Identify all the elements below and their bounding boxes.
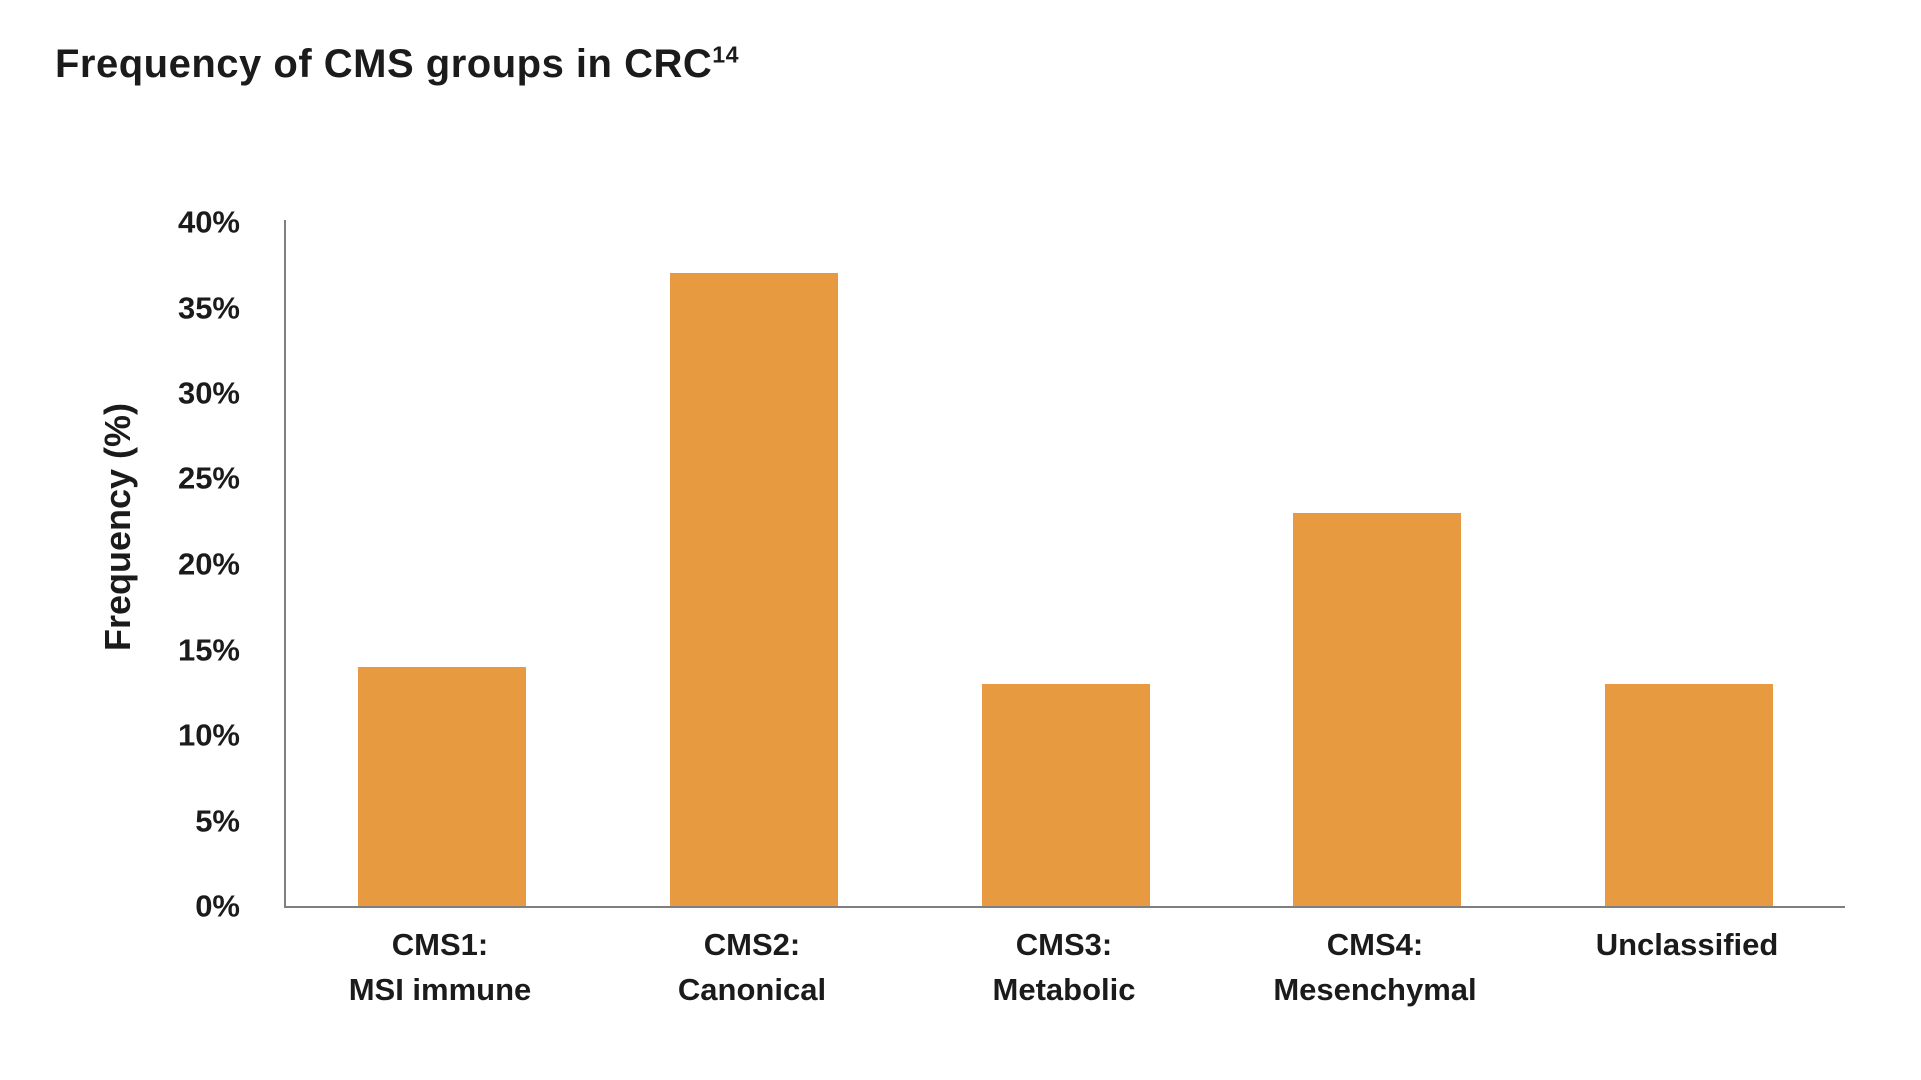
x-category-label: Unclassified	[1595, 927, 1779, 962]
chart-title-text: Frequency of CMS groups in CRC	[55, 42, 713, 86]
bar-1	[358, 667, 526, 906]
x-category-label: CMS2: Canonical	[677, 927, 827, 1007]
y-axis-title: Frequency (%)	[97, 402, 138, 652]
bar-5	[1605, 684, 1773, 906]
y-tick-label: 20%	[177, 546, 240, 582]
x-category-label: CMS4: Mesenchymal	[1273, 927, 1477, 1007]
y-tick-label: 25%	[177, 460, 240, 496]
x-category-label: CMS3: Metabolic	[992, 927, 1136, 1007]
y-tick-label: 15%	[177, 632, 240, 668]
y-tick-label: 0%	[195, 888, 240, 924]
y-tick-label: 40%	[177, 204, 240, 240]
y-tick-label: 35%	[177, 290, 240, 326]
chart-title-superscript: 14	[712, 41, 740, 68]
plot-area	[284, 220, 1845, 908]
y-tick-label: 30%	[177, 375, 240, 411]
bar-3	[982, 684, 1150, 906]
chart-title: Frequency of CMS groups in CRC14	[55, 42, 739, 87]
y-tick-label: 5%	[195, 803, 240, 839]
bar-2	[670, 273, 838, 906]
bar-4	[1293, 513, 1461, 906]
y-tick-label: 10%	[177, 717, 240, 753]
x-category-label: CMS1: MSI immune	[348, 927, 532, 1007]
